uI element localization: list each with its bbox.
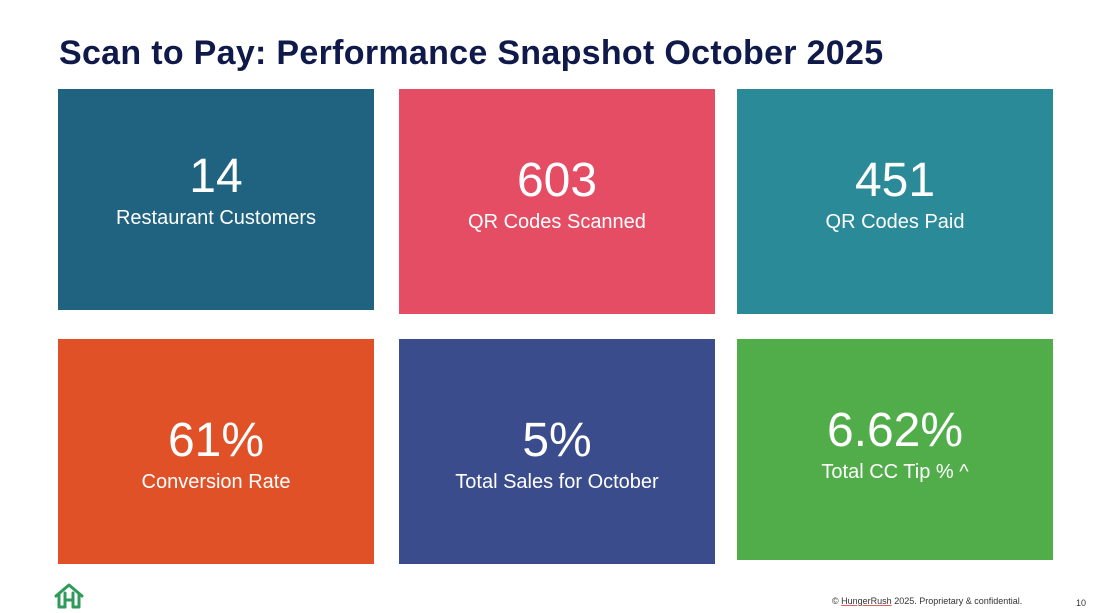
metric-label: Conversion Rate: [141, 471, 291, 493]
footer-copyright: © HungerRush 2025. Proprietary & confide…: [832, 596, 1022, 606]
metric-value: 61%: [167, 414, 265, 467]
page-number: 10: [1076, 598, 1087, 608]
metric-label: QR Codes Paid: [825, 211, 965, 233]
metric-label: Restaurant Customers: [115, 207, 317, 229]
tile-qr-codes-paid: 451 QR Codes Paid: [737, 89, 1053, 314]
tile-conversion-rate: 61% Conversion Rate: [58, 339, 374, 564]
tile-cc-tip: 6.62% Total CC Tip % ^: [737, 339, 1053, 560]
slide-title: Scan to Pay: Performance Snapshot Octobe…: [59, 34, 884, 72]
hungerrush-logo-icon: [54, 583, 84, 609]
tile-total-sales: 5% Total Sales for October: [399, 339, 715, 564]
metric-value: 603: [516, 154, 598, 207]
metric-value: 5%: [522, 414, 592, 467]
metric-value: 451: [854, 154, 936, 207]
footer-text: 2025. Proprietary & confidential.: [894, 596, 1023, 606]
tile-restaurant-customers: 14 Restaurant Customers: [58, 89, 374, 310]
metric-label: Total Sales for October: [455, 471, 659, 493]
copyright-symbol: ©: [832, 596, 839, 606]
metric-value: 14: [189, 150, 243, 203]
metric-label: Total CC Tip % ^: [821, 461, 969, 483]
tile-qr-codes-scanned: 603 QR Codes Scanned: [399, 89, 715, 314]
footer-brand: HungerRush: [841, 596, 892, 606]
metric-value: 6.62%: [826, 404, 964, 457]
metric-label: QR Codes Scanned: [468, 211, 646, 233]
